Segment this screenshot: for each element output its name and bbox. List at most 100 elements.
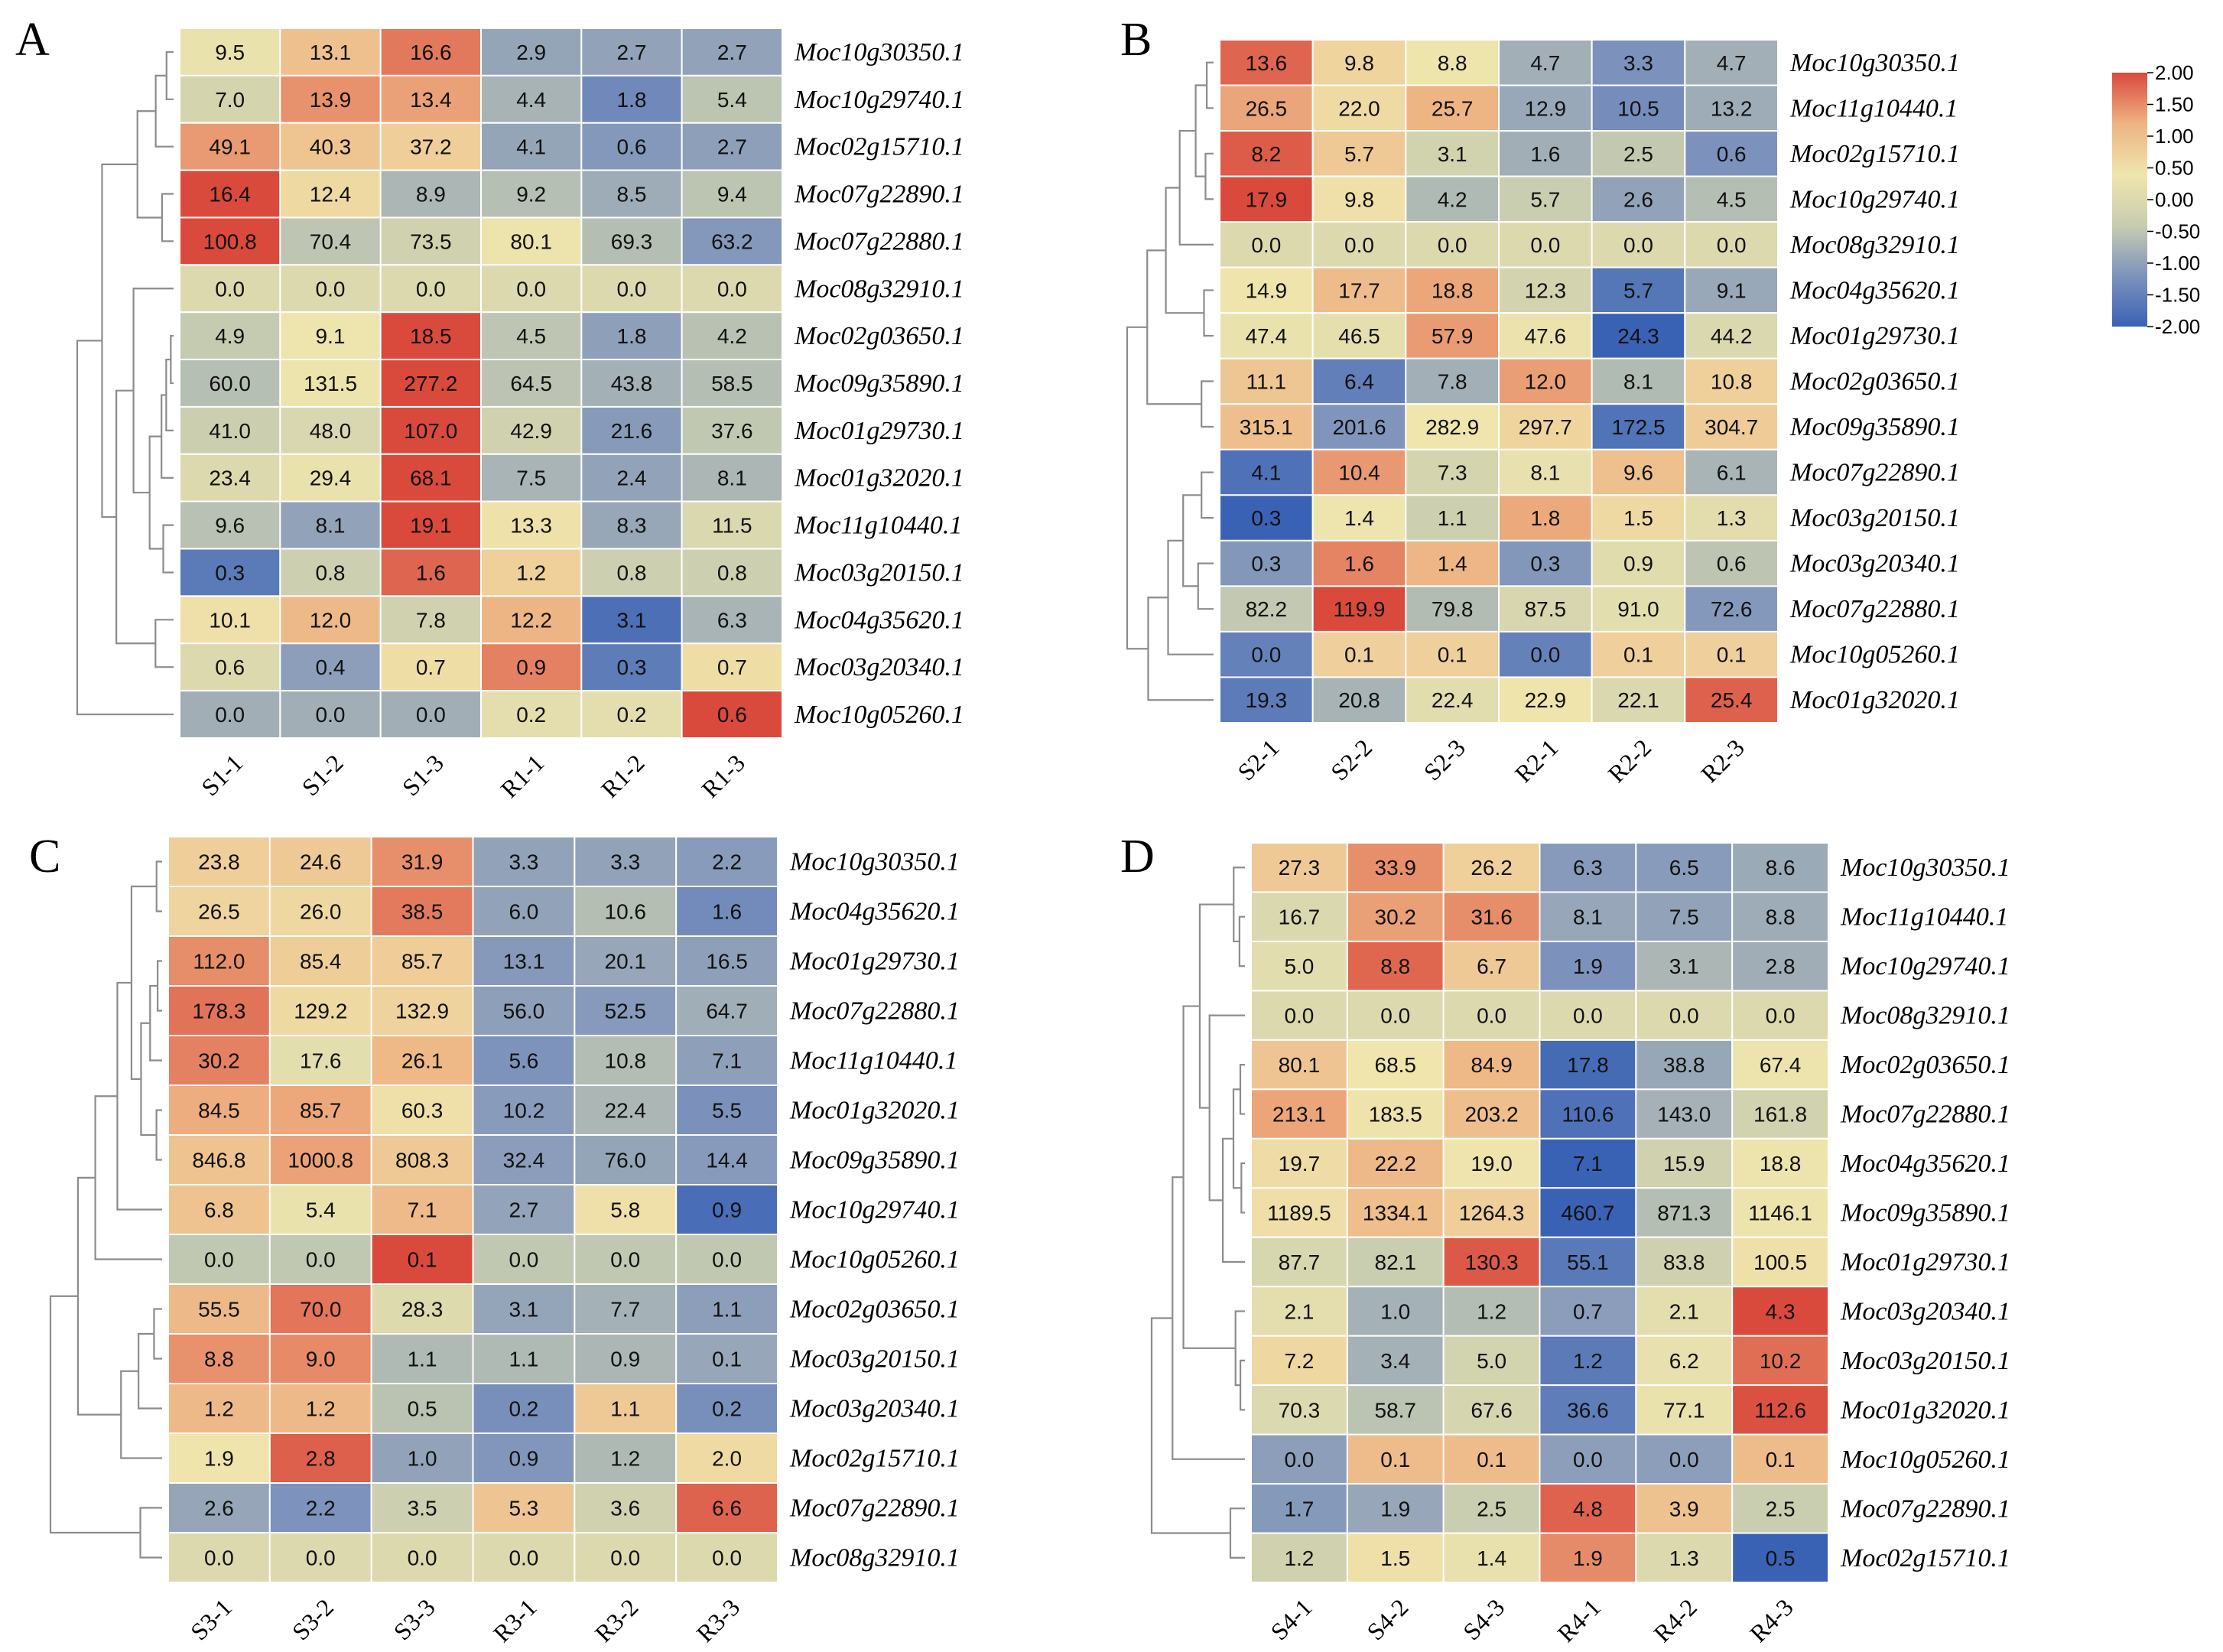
cell-value: 0.3: [215, 561, 245, 584]
cell-value: 10.2: [1760, 1349, 1802, 1373]
heatmap-cell: [1591, 676, 1686, 724]
heatmap-cell: [1539, 1335, 1637, 1387]
cell-value: 38.5: [401, 900, 444, 924]
row-label: Moc02g03650.1: [1840, 1051, 2010, 1079]
cell-value: 87.5: [1525, 597, 1567, 621]
heatmap-cell: [1539, 1483, 1637, 1534]
cell-value: 46.5: [1338, 324, 1380, 348]
cell-value: 6.6: [712, 1497, 742, 1520]
column-label: R3-3: [691, 1593, 746, 1647]
heatmap-cell: [1731, 940, 1830, 992]
cell-value: 0.9: [610, 1348, 640, 1371]
cell-value: 3.3: [610, 850, 640, 874]
dendrogram-branch: [1201, 471, 1214, 519]
cell-value: 132.9: [395, 1000, 449, 1023]
cell-value: 1.4: [1344, 506, 1374, 530]
column-label: R4-2: [1648, 1593, 1702, 1647]
dendrogram-branch: [1239, 1064, 1245, 1115]
heatmap-cell: [1498, 175, 1593, 223]
cell-value: 85.7: [300, 1099, 342, 1123]
heatmap-cell: [1311, 539, 1407, 587]
cell-value: 84.9: [1471, 1053, 1513, 1077]
heatmap-cell: [179, 359, 281, 408]
column-label: S2-3: [1419, 733, 1471, 785]
cell-value: 0.0: [617, 277, 647, 301]
cell-value: 112.0: [193, 950, 245, 974]
heatmap-cell: [675, 1085, 779, 1136]
cell-value: 3.1: [617, 608, 647, 632]
cell-value: 0.0: [1623, 233, 1653, 257]
cell-value: 0.0: [717, 277, 747, 301]
legend-tick-label: 1.50: [2155, 93, 2194, 116]
heatmap-cell: [279, 453, 382, 502]
heatmap-cell: [1346, 1286, 1445, 1337]
heatmap-cell: [279, 690, 382, 740]
cell-value: 460.7: [1561, 1202, 1614, 1225]
cell-value: 4.5: [516, 324, 546, 348]
column-label: R4-1: [1552, 1593, 1606, 1647]
cell-value: 4.7: [1717, 51, 1747, 75]
row-label: Moc07g22890.1: [1840, 1494, 2010, 1523]
cell-value: 2.7: [617, 41, 647, 64]
cell-value: 82.2: [1246, 597, 1288, 621]
cell-value: 7.5: [516, 467, 546, 490]
cell-value: 8.1: [1623, 370, 1653, 394]
cell-value: 52.5: [605, 1000, 647, 1023]
heatmap-cell: [268, 1085, 372, 1136]
cell-value: 1.4: [1438, 552, 1467, 576]
heatmap-cell: [279, 28, 382, 76]
column-label: S4-2: [1361, 1593, 1413, 1645]
dendrogram-branch: [149, 984, 162, 1062]
heatmap-cell: [472, 1283, 576, 1335]
cell-value: 7.5: [1669, 906, 1699, 929]
heatmap-cell: [179, 169, 281, 219]
row-label: Moc08g32910.1: [794, 275, 964, 303]
cell-value: 33.9: [1375, 856, 1417, 880]
heatmap-cell: [1442, 1335, 1541, 1387]
cell-value: 0.0: [204, 1546, 234, 1570]
dendrogram-branch: [1167, 539, 1214, 655]
dendrogram-branch: [154, 619, 174, 668]
cell-value: 4.3: [1766, 1299, 1796, 1323]
heatmap-cell: [179, 405, 281, 455]
cell-value: 43.8: [611, 372, 653, 395]
row-label: Moc07g22890.1: [1789, 459, 1960, 487]
cell-value: 5.7: [1344, 142, 1374, 166]
heatmap-cell: [1539, 1286, 1637, 1337]
cell-value: 3.3: [509, 850, 538, 874]
heatmap-cell: [1405, 403, 1500, 450]
cell-value: 13.1: [503, 950, 545, 974]
cell-value: 0.7: [416, 655, 446, 679]
heatmap-cell: [1591, 175, 1686, 223]
heatmap-cell: [1731, 1483, 1830, 1534]
cell-value: 112.6: [1754, 1398, 1806, 1422]
cell-value: 6.4: [1344, 370, 1374, 394]
heatmap-cell: [1591, 266, 1686, 314]
cell-value: 23.4: [209, 467, 251, 490]
cell-value: 18.8: [1760, 1152, 1802, 1176]
heatmap-cell: [1731, 1433, 1830, 1485]
dendrogram-branch: [1197, 562, 1214, 610]
cell-value: 31.9: [401, 850, 444, 874]
cell-value: 0.1: [1766, 1448, 1796, 1472]
cell-value: 0.0: [1530, 233, 1560, 257]
row-label: Moc10g29740.1: [1789, 185, 1960, 213]
heatmap-cell: [379, 405, 482, 455]
heatmap-cell: [1250, 842, 1348, 893]
heatmap-cell: [1442, 1187, 1541, 1238]
cell-value: 0.0: [306, 1546, 336, 1570]
heatmap-cell: [1591, 357, 1686, 405]
heatmap-cell: [167, 1035, 271, 1086]
dendrogram-branch: [165, 50, 174, 100]
heatmap-cell: [370, 836, 474, 887]
dendrogram-branch: [1194, 84, 1207, 177]
cell-value: 10.2: [503, 1099, 545, 1123]
cell-value: 0.2: [712, 1397, 742, 1421]
cell-value: 7.0: [215, 88, 245, 112]
heatmap-cell: [1498, 266, 1593, 314]
cell-value: 0.4: [316, 655, 346, 679]
heatmap-cell: [1219, 39, 1314, 86]
heatmap-cell: [1684, 266, 1779, 314]
heatmap-cell: [574, 985, 678, 1036]
heatmap-cell: [179, 500, 281, 550]
